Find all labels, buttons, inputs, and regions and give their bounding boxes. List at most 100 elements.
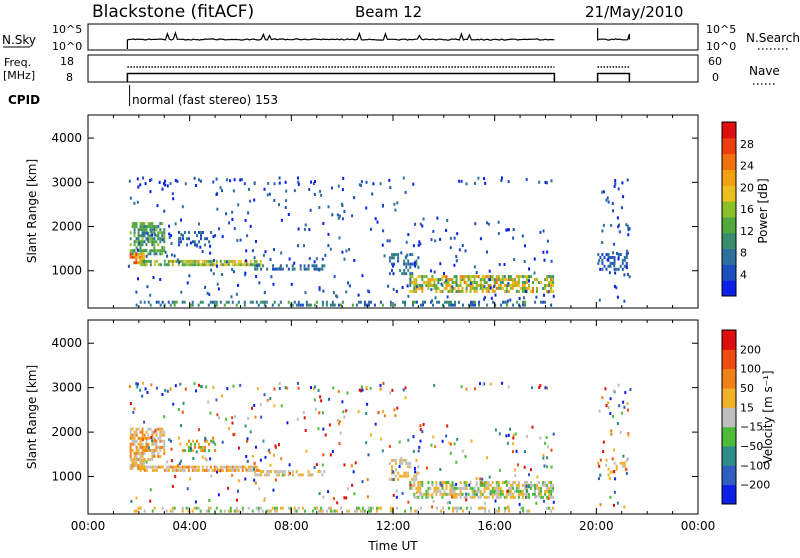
- power-cell: [209, 263, 212, 267]
- velocity-cell: [530, 483, 532, 487]
- velocity-cell: [278, 381, 281, 385]
- power-cell: [136, 200, 139, 204]
- velocity-cell: [618, 404, 621, 408]
- velocity-cell: [609, 470, 612, 474]
- power-cell: [174, 222, 177, 226]
- power-cell: [414, 222, 417, 226]
- velocity-cell: [129, 433, 132, 437]
- power-cell: [139, 243, 142, 247]
- power-cell: [506, 303, 509, 307]
- velocity-cell: [161, 465, 164, 469]
- velocity-cell: [489, 492, 492, 496]
- power-cell: [475, 286, 478, 290]
- velocity-cell: [513, 495, 516, 499]
- power-cell: [305, 303, 308, 307]
- velocity-cell: [235, 465, 238, 469]
- power-cell: [220, 273, 223, 276]
- power-cell: [255, 240, 257, 243]
- velocity-cell: [381, 410, 384, 413]
- velocity-cell: [347, 487, 349, 491]
- velocity-cell: [361, 388, 364, 392]
- velocity-cell: [287, 473, 290, 477]
- velocity-cell: [546, 506, 549, 510]
- velocity-cell: [512, 436, 515, 440]
- power-cell: [431, 299, 434, 303]
- velocity-cell: [208, 442, 211, 446]
- power-cell: [151, 231, 154, 235]
- velocity-cell: [542, 453, 545, 457]
- velocity-cell: [157, 445, 160, 449]
- power-cell: [243, 259, 246, 263]
- power-cell: [626, 224, 629, 228]
- velocity-cell: [207, 400, 210, 404]
- velocity-cell: [229, 468, 232, 472]
- power-cell: [198, 222, 200, 226]
- power-cell: [237, 203, 240, 207]
- velocity-cell: [491, 492, 494, 496]
- velocity-cell: [363, 509, 366, 513]
- velocity-cell: [494, 499, 497, 503]
- power-cell: [471, 284, 474, 287]
- velocity-cell: [482, 382, 485, 386]
- velocity-cell: [394, 414, 397, 418]
- velocity-cell: [137, 467, 140, 470]
- power-cell: [186, 281, 189, 285]
- power-cell: [407, 268, 410, 272]
- velocity-cell: [332, 386, 335, 390]
- power-cell: [273, 182, 276, 186]
- power-cell: [249, 263, 252, 267]
- velocity-cell: [511, 492, 514, 496]
- velocity-cell: [188, 449, 190, 453]
- power-cell: [544, 286, 547, 290]
- velocity-cell: [374, 422, 377, 426]
- power-cell: [141, 228, 144, 232]
- power-cell: [139, 225, 142, 229]
- power-cell: [515, 275, 518, 279]
- power-cell: [165, 263, 168, 267]
- velocity-cell: [139, 451, 142, 455]
- velocity-cell: [621, 464, 624, 468]
- velocity-cell: [155, 433, 158, 437]
- power-cell: [261, 300, 264, 304]
- velocity-cell: [479, 477, 482, 481]
- velocity-cell: [505, 483, 508, 487]
- velocity-cell: [483, 483, 486, 487]
- velocity-cell: [213, 468, 216, 472]
- velocity-cell: [610, 432, 613, 436]
- velocity-cell: [544, 483, 547, 487]
- power-cell: [145, 254, 148, 258]
- velocity-cell: [453, 483, 456, 487]
- power-cell: [314, 180, 316, 183]
- velocity-cell: [295, 470, 298, 474]
- velocity-cell: [151, 439, 154, 443]
- power-cell: [361, 274, 364, 278]
- power-cell: [414, 264, 417, 268]
- power-cell: [501, 275, 504, 279]
- velocity-cell: [461, 492, 464, 496]
- velocity-cell: [403, 474, 406, 478]
- power-cell: [552, 289, 555, 293]
- velocity-cell: [496, 509, 499, 513]
- velocity-cell: [271, 506, 274, 510]
- power-cell: [619, 253, 622, 256]
- power-cell: [523, 286, 526, 290]
- velocity-cell: [481, 481, 484, 485]
- power-cell: [149, 179, 151, 182]
- power-cell: [155, 300, 158, 304]
- velocity-cell: [201, 468, 204, 472]
- velocity-cell: [163, 451, 166, 455]
- power-cell: [459, 284, 462, 287]
- power-cell: [487, 284, 490, 287]
- power-cell: [311, 264, 314, 268]
- power-cell: [509, 278, 512, 282]
- power-cell: [505, 286, 508, 290]
- velocity-cell: [469, 481, 472, 484]
- power-cell: [379, 182, 382, 186]
- power-cell: [323, 264, 326, 268]
- beam-title: Beam 12: [355, 3, 422, 21]
- power-cell: [149, 228, 152, 232]
- velocity-cell: [517, 481, 520, 484]
- velocity-cell: [291, 473, 294, 477]
- power-cell: [204, 285, 207, 289]
- power-cell: [243, 182, 246, 186]
